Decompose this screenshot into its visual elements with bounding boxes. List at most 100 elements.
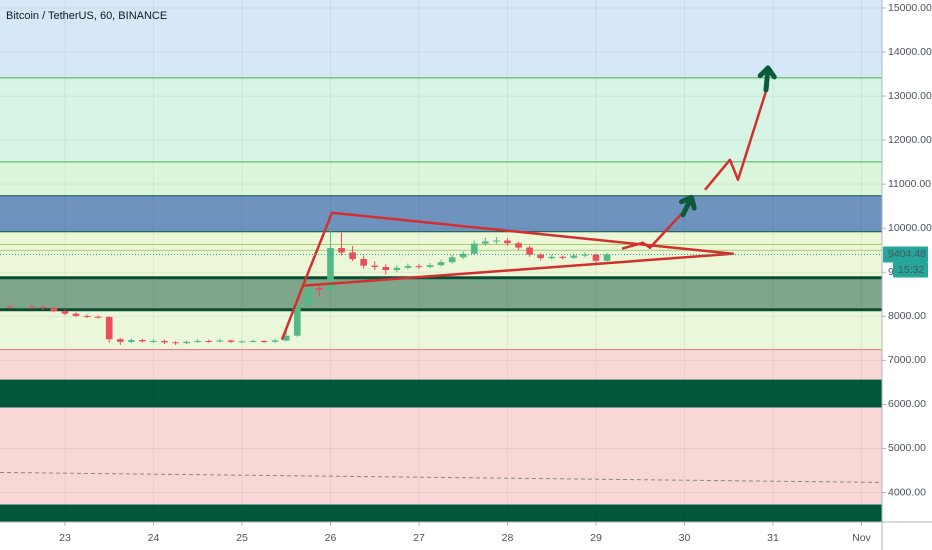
candle-body (349, 252, 356, 260)
x-tick-label: 28 (502, 532, 514, 544)
candle-body (39, 307, 47, 309)
price-zone (0, 349, 882, 380)
candle-body (83, 315, 91, 317)
arrow (757, 65, 777, 93)
price-tag (883, 246, 928, 263)
drawing-line (621, 203, 691, 250)
candle-body (271, 340, 279, 342)
candle-body (183, 341, 190, 344)
candle-body (150, 340, 157, 342)
candle-body (437, 262, 445, 266)
candle-body (61, 311, 69, 314)
candle-body (139, 340, 146, 342)
trend-line (0, 471, 883, 483)
candle-body (6, 306, 13, 308)
plot-area (0, 0, 883, 522)
candle-body (327, 248, 334, 290)
y-tick-label: 13000.00 (888, 90, 932, 102)
candle-body (172, 342, 179, 344)
price-zone (0, 309, 882, 350)
drawing-line (280, 211, 735, 341)
x-tick-label: Nov (852, 532, 871, 544)
candle-body (17, 306, 25, 308)
candle-body (459, 253, 467, 258)
x-tick-label: 29 (590, 532, 602, 544)
candle-body (393, 267, 401, 271)
y-tick-label: 15000.00 (888, 2, 932, 14)
y-tick-label: 4000.00 (888, 486, 926, 498)
candle-body (305, 288, 312, 306)
candle-body (28, 306, 36, 308)
candle-body (316, 288, 323, 290)
candle-body (426, 265, 434, 267)
candle-body (415, 266, 423, 268)
x-tick-label: 23 (59, 532, 71, 544)
price-zone (0, 77, 882, 162)
x-tick-label: 26 (325, 532, 337, 544)
x-tick-label: 24 (148, 532, 160, 544)
price-tag-label: 9404.48 (888, 248, 926, 260)
countdown-label: 15:32 (898, 264, 924, 276)
candle-body (238, 341, 246, 343)
y-tick-label: 7000.00 (888, 354, 926, 366)
candle-body (260, 340, 268, 342)
candle-body (116, 339, 124, 342)
candle-body (105, 316, 113, 340)
candle-body (360, 259, 367, 266)
y-tick-label: 10000.00 (888, 222, 932, 234)
candle-body (161, 340, 168, 343)
candle-body (548, 256, 556, 259)
y-tick-label: 5000.00 (888, 442, 926, 454)
candle-body (72, 313, 80, 316)
x-tick-label: 25 (236, 532, 248, 544)
price-zone (0, 379, 882, 408)
candle-body (194, 340, 202, 342)
candle-body (205, 340, 213, 342)
time-axis (0, 522, 932, 550)
y-tick-label: 6000.00 (888, 398, 926, 410)
price-zone (0, 195, 882, 232)
candle-body (504, 240, 511, 244)
candle-body (338, 248, 345, 253)
y-tick-label: 11000.00 (888, 178, 931, 190)
candle-body (515, 243, 522, 248)
candle-body (581, 254, 589, 256)
candle-body (216, 340, 224, 342)
candle-body (570, 255, 578, 258)
candle-body (128, 340, 135, 342)
y-tick-label: 12000.00 (888, 134, 932, 146)
arrow (678, 194, 697, 218)
drawing-line (704, 84, 770, 191)
chart-title: Bitcoin / TetherUS, 60, BINANCE (6, 10, 167, 22)
candle-body (371, 265, 379, 267)
candle-body (603, 254, 611, 261)
candle-body (537, 254, 544, 259)
candle-body (94, 316, 102, 318)
axes: 15000.00 14000.00 13000.00 12000.00 11000.00… (59, 2, 932, 544)
candle-body (592, 254, 600, 261)
candle-body (404, 266, 412, 268)
candle-body (482, 241, 489, 244)
candle-body (227, 340, 235, 342)
candle-body (249, 340, 257, 342)
y-tick-label: 8000.00 (888, 310, 926, 322)
candle-body (526, 247, 533, 255)
y-tick-label: 14000.00 (888, 46, 932, 58)
candle-body (50, 307, 58, 312)
x-tick-label: 31 (767, 532, 779, 544)
x-tick-label: 30 (679, 532, 691, 544)
price-zone (0, 161, 882, 196)
candle-body (493, 240, 500, 242)
x-tick-label: 27 (413, 532, 425, 544)
countdown-tag (893, 262, 928, 278)
price-zone (0, 0, 882, 78)
candle-body (282, 335, 290, 341)
candle-body (382, 266, 390, 271)
candle-body (470, 243, 478, 254)
price-zone (0, 277, 882, 310)
candle-body (293, 305, 301, 336)
price-zone (0, 407, 882, 505)
candle-body (559, 256, 567, 258)
